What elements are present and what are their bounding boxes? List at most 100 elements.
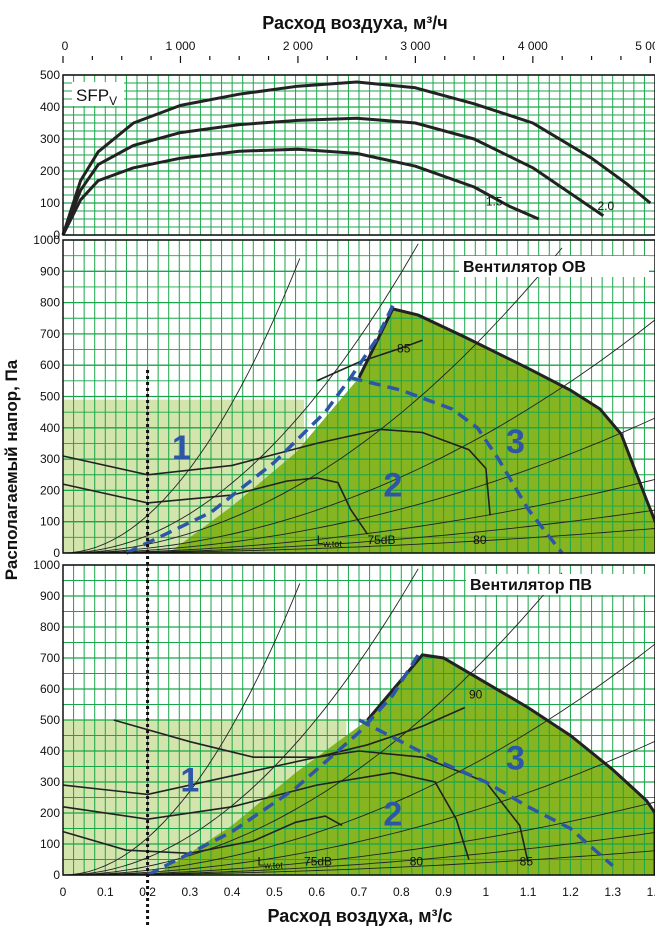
sfp-frame [62,74,655,236]
zone-label: 2 [383,795,402,833]
sound-level-value: 90 [469,687,483,701]
fan-label-box [459,256,649,277]
fan-y-tick-label: 800 [40,620,60,634]
system-curve [63,509,655,554]
sound-curve [62,750,529,863]
bottom-tick-label: 0.4 [224,885,241,899]
sfp-curve [61,116,605,236]
sound-curve [62,428,491,516]
top-tick-label: 5 000 [635,39,655,53]
sound-level-value: 85 [397,342,411,356]
fan-y-tick-label: 200 [40,483,60,497]
fan-y-tick-label: 100 [40,837,60,851]
sound-level-label-sub: w,tot [263,861,283,871]
bottom-tick-label: 0.5 [266,885,283,899]
fan-y-tick-label: 700 [40,327,60,341]
sfp-y-tick-label: 400 [40,100,60,114]
bottom-tick-label: 1 [483,885,490,899]
dashed-limit-line [146,653,420,877]
system-curve [63,801,655,876]
sound-curve [316,339,423,382]
fan-y-tick-label: 600 [40,358,60,372]
fan-y-tick-label: 300 [40,452,60,466]
bottom-tick-label: 0.3 [182,885,199,899]
operating-area-border [357,307,655,526]
sound-curve [62,815,343,855]
zone-label: 1 [180,761,199,799]
zone-label: 2 [383,467,402,505]
bottom-tick-label: 0.7 [351,885,368,899]
sound-level-value: 80 [473,533,487,547]
sfp-label-sub: V [109,94,117,108]
top-tick-label: 3 000 [400,39,430,53]
bottom-tick-label: 0.1 [97,885,114,899]
system-curve [63,319,655,554]
dashed-inner-line [358,718,614,868]
sfp-curve [61,147,540,236]
sound-curve [113,706,466,759]
y-axis-title: Располагаемый напор, Па [2,359,21,580]
sound-level-value: 75dB [304,855,332,869]
fan-label: Вентилятор ОВ [463,259,586,276]
sfp-y-tick-label: 500 [40,68,60,82]
system-curve [62,258,301,554]
system-curve [63,740,655,876]
system-curve [62,572,563,876]
bottom-axis-ticks: 00.10.20.30.40.50.60.70.80.911.11.21.31.… [60,885,655,899]
sfp-label: SFPV [76,86,117,108]
system-curve [63,832,655,876]
zone-label: 3 [506,740,525,778]
top-tick-label: 0 [62,39,69,53]
bottom-tick-label: 1.4 [647,885,655,899]
bottom-tick-label: 1.1 [520,885,537,899]
sfp-y-tick-label: 0 [53,228,60,242]
fan-y-tick-label: 0 [53,546,60,560]
bottom-tick-label: 0.8 [393,885,410,899]
zone-label: 3 [506,423,525,461]
fan-y-tick-label: 400 [40,744,60,758]
bottom-tick-label: 1.3 [604,885,621,899]
bottom-axis-title: Расход воздуха, м³/с [267,906,452,926]
sfp-curve [61,80,652,236]
fan-y-tick-label: 900 [40,264,60,278]
sound-level-value: 85 [520,855,534,869]
sfp-label-box [72,82,124,106]
fan-label-box [466,574,655,595]
panel-frame [62,239,655,554]
sfp-curve-label: 2.0 [597,199,614,213]
zone-label: 1 [172,429,191,467]
bottom-tick-label: 0.6 [308,885,325,899]
fan-y-tick-label: 500 [40,390,60,404]
panel-frame [62,564,655,876]
system-curve [63,417,655,554]
fan-pv-panel: 01002003004005006007008009001000123Lw,to… [33,558,655,882]
top-tick-label: 4 000 [518,39,548,53]
system-curve [62,568,419,876]
sound-curve [62,771,470,860]
bottom-tick-label: 0.9 [435,885,452,899]
sfp-y-tick-label: 200 [40,164,60,178]
top-tick-label: 1 000 [165,39,195,53]
operating-area-border [366,653,655,875]
top-tick-label: 2 000 [283,39,313,53]
sound-level-value: 80 [410,855,424,869]
fan-y-tick-label: 500 [40,713,60,727]
sfp-curve-label: 1.5 [486,194,503,208]
fan-y-tick-label: 700 [40,651,60,665]
sound-level-value: 75dB [367,533,395,547]
system-curve [63,643,655,876]
system-curve [62,243,419,554]
sfp-y-tick-label: 300 [40,132,60,146]
fan-y-tick-label: 1000 [33,233,60,247]
sfp-y-tick-label: 100 [40,196,60,210]
top-axis-ticks: 0 1 000 2 000 3 000 4 000 5 000 [62,39,655,63]
sound-level-label-sub: w,tot [322,539,342,549]
dashed-inner-line [350,376,564,555]
system-curve [62,583,301,876]
top-axis-title: Расход воздуха, м³/ч [262,13,448,33]
sound-curve [62,477,369,535]
bottom-tick-label: 1.2 [562,885,579,899]
fan-y-tick-label: 100 [40,515,60,529]
